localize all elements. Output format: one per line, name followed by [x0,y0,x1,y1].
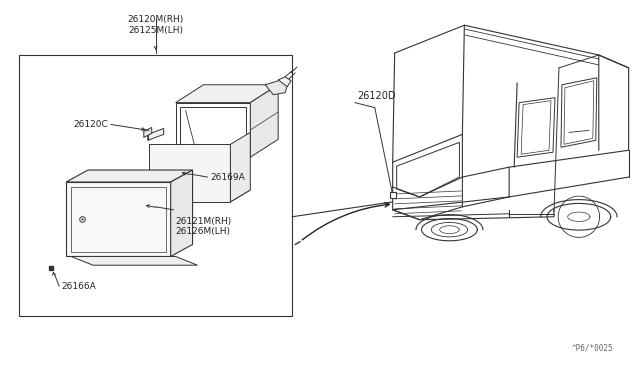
Bar [19,55,292,316]
Polygon shape [175,85,278,103]
Polygon shape [148,144,230,202]
Text: ^P6/*0025: ^P6/*0025 [572,344,614,353]
Polygon shape [66,182,171,256]
Text: 26120C: 26120C [73,120,108,129]
Polygon shape [278,77,291,87]
Polygon shape [171,170,193,256]
Text: 26120D: 26120D [357,91,396,101]
Polygon shape [230,132,250,202]
Polygon shape [148,190,250,202]
Polygon shape [265,80,288,95]
Text: 26169A: 26169A [211,173,245,182]
Polygon shape [66,170,193,182]
Text: 26120M(RH)
26125M(LH): 26120M(RH) 26125M(LH) [127,15,184,35]
Text: 26121M(RH)
26126M(LH): 26121M(RH) 26126M(LH) [175,217,232,236]
Polygon shape [144,128,152,137]
Text: 26166A: 26166A [61,282,96,291]
Polygon shape [148,128,164,140]
Polygon shape [71,256,198,265]
Polygon shape [250,85,278,157]
